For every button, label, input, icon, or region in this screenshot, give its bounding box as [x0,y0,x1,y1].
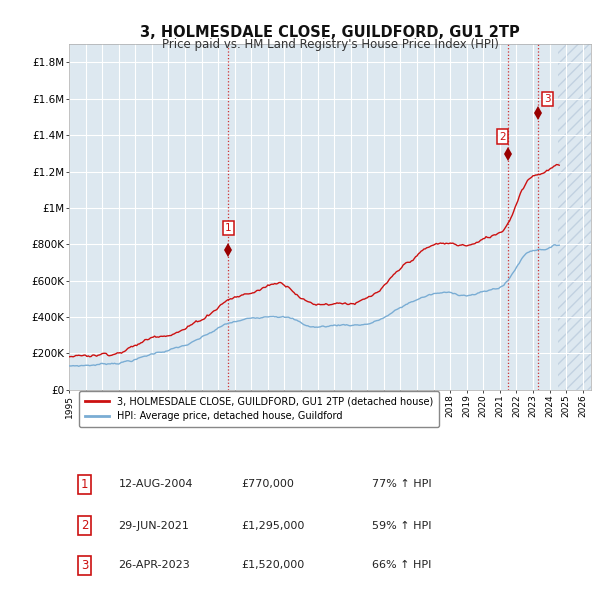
Text: 1: 1 [81,478,88,491]
Text: 3: 3 [544,94,551,104]
Text: 59% ↑ HPI: 59% ↑ HPI [372,521,431,531]
Text: 3, HOLMESDALE CLOSE, GUILDFORD, GU1 2TP: 3, HOLMESDALE CLOSE, GUILDFORD, GU1 2TP [140,25,520,40]
Text: 12-AUG-2004: 12-AUG-2004 [119,480,193,490]
Text: 2: 2 [81,519,88,532]
Text: 77% ↑ HPI: 77% ↑ HPI [372,480,431,490]
Text: Price paid vs. HM Land Registry's House Price Index (HPI): Price paid vs. HM Land Registry's House … [161,38,499,51]
Text: 66% ↑ HPI: 66% ↑ HPI [372,560,431,571]
Text: 26-APR-2023: 26-APR-2023 [119,560,190,571]
Text: 29-JUN-2021: 29-JUN-2021 [119,521,190,531]
Legend: 3, HOLMESDALE CLOSE, GUILDFORD, GU1 2TP (detached house), HPI: Average price, de: 3, HOLMESDALE CLOSE, GUILDFORD, GU1 2TP … [79,391,439,427]
Text: £770,000: £770,000 [241,480,294,490]
Text: 2: 2 [499,132,506,142]
Text: 3: 3 [81,559,88,572]
Text: £1,520,000: £1,520,000 [241,560,305,571]
Text: 1: 1 [225,224,232,233]
Text: £1,295,000: £1,295,000 [241,521,305,531]
